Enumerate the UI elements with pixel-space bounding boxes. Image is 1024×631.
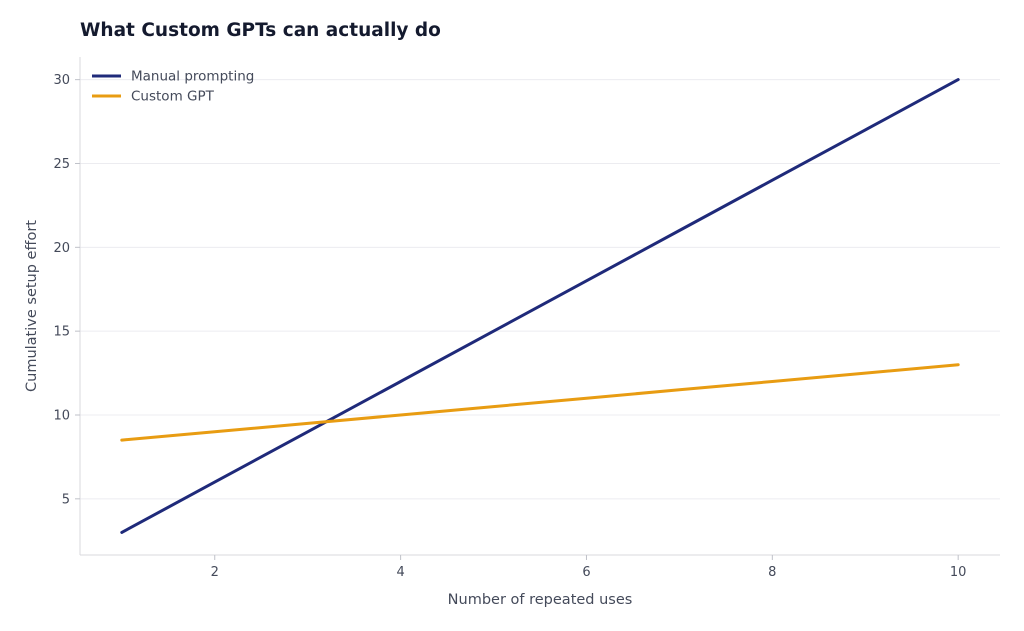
y-axis-label: Cumulative setup effort: [24, 220, 40, 392]
chart-title: What Custom GPTs can actually do: [80, 20, 441, 41]
legend-label: Manual prompting: [131, 69, 254, 85]
y-axis-ticks: 5 10 15 20 25 30: [53, 73, 80, 507]
legend-label: Custom GPT: [131, 89, 215, 105]
y-tick-label: 10: [53, 408, 70, 423]
y-tick-label: 30: [53, 73, 70, 88]
x-tick-label: 6: [582, 565, 590, 580]
series-lines: [120, 78, 960, 534]
x-axis-ticks: 2 4 6 8 10: [211, 555, 967, 580]
y-tick-label: 20: [53, 241, 70, 256]
y-tick-label: 15: [53, 325, 70, 340]
x-tick-label: 2: [211, 565, 219, 580]
series-line: [120, 363, 960, 442]
x-axis-label: Number of repeated uses: [448, 592, 633, 608]
x-tick-label: 8: [768, 565, 776, 580]
x-tick-label: 4: [396, 565, 404, 580]
legend: Manual prompting Custom GPT: [92, 69, 254, 105]
grid-lines: [80, 79, 1000, 500]
x-tick-label: 10: [950, 565, 967, 580]
y-tick-label: 25: [53, 157, 70, 172]
series-line: [120, 78, 960, 534]
y-tick-label: 5: [62, 492, 70, 507]
